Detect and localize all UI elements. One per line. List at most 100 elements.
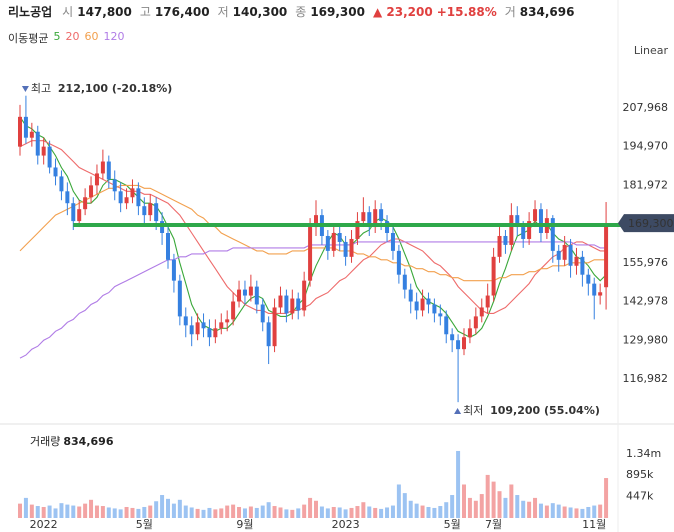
- price-tag-box: [618, 214, 674, 233]
- stat-label: 저: [217, 5, 229, 19]
- volume-bar: [462, 484, 466, 518]
- candle-body: [367, 212, 372, 228]
- volume-bar: [183, 505, 188, 518]
- candle-body: [290, 298, 295, 314]
- ma-legend-title: 이동평균: [8, 32, 49, 45]
- candle-body: [189, 325, 194, 335]
- candle-body: [248, 286, 253, 296]
- stock-name: 리노공업: [8, 5, 53, 19]
- candle-body: [604, 223, 609, 288]
- volume-bar: [568, 507, 573, 518]
- volume-bar: [515, 495, 520, 518]
- candle-body: [183, 316, 188, 326]
- volume-bar: [533, 497, 538, 518]
- candle-body: [77, 209, 82, 222]
- candle-body: [503, 235, 508, 245]
- volume-bar: [438, 506, 443, 518]
- candle-body: [485, 295, 490, 308]
- volume-bar: [94, 505, 99, 518]
- candle-body: [527, 221, 532, 239]
- volume-bar: [23, 497, 28, 518]
- volume-bar: [390, 505, 395, 518]
- volume-bar: [189, 507, 194, 518]
- volume-bar: [580, 508, 585, 518]
- candle-body: [361, 212, 366, 222]
- candle-body: [219, 322, 224, 329]
- x-tick-label: 7월: [485, 518, 502, 531]
- candle-body: [467, 328, 472, 338]
- scale-mode[interactable]: Linear: [633, 44, 668, 57]
- volume-bar: [574, 508, 579, 518]
- candle-body: [302, 280, 307, 311]
- volume-bar: [432, 507, 437, 518]
- candle-body: [586, 274, 591, 284]
- x-tick-label: 9월: [236, 518, 253, 531]
- volume-bar: [550, 503, 555, 518]
- volume-bar: [284, 509, 289, 518]
- y-tick-label: 207,968: [623, 101, 669, 114]
- candle-body: [373, 209, 378, 228]
- volume-bar: [379, 508, 384, 518]
- volume-bar: [538, 503, 543, 518]
- price-tag-label: 169,300: [628, 217, 674, 230]
- candle-body: [94, 173, 99, 186]
- volume-label: 거래량: [30, 435, 61, 448]
- volume-bar: [118, 509, 123, 518]
- candle-body: [284, 295, 289, 314]
- volume-bar: [130, 507, 135, 518]
- volume-bar: [604, 478, 609, 518]
- volume-bar: [100, 506, 105, 518]
- volume-bar: [201, 509, 206, 518]
- y-tick-label: 129,980: [623, 333, 669, 346]
- candle-body: [136, 188, 141, 207]
- ma-legend-item: 60: [84, 30, 99, 43]
- volume-bar: [35, 506, 40, 518]
- volume-bar: [207, 507, 212, 518]
- candle-body: [160, 221, 165, 234]
- candle-body: [47, 146, 52, 168]
- candle-body: [379, 209, 384, 222]
- volume-bar: [308, 497, 313, 518]
- candle-body: [402, 274, 407, 290]
- low-note-text: 109,200 (55.04%): [490, 404, 600, 417]
- volume-bar: [59, 503, 64, 518]
- candle-body: [41, 146, 46, 156]
- candle-body: [23, 116, 28, 138]
- volume-bar: [177, 499, 182, 518]
- volume-bar: [83, 503, 88, 518]
- candle-body: [35, 131, 40, 156]
- candle-body: [89, 185, 94, 198]
- volume-bar: [361, 502, 366, 518]
- y-tick-label: 116,982: [623, 372, 669, 385]
- volume-bar: [373, 507, 378, 518]
- candle-body: [349, 238, 354, 257]
- volume-bar: [385, 507, 390, 518]
- candle-body: [124, 197, 129, 204]
- volume-bar: [343, 509, 348, 518]
- ma-line: [19, 116, 607, 338]
- candle-body: [592, 283, 597, 296]
- candle-body: [29, 131, 34, 138]
- candle-body: [515, 215, 520, 228]
- candle-body: [497, 235, 502, 257]
- candle-body: [100, 161, 105, 174]
- volume-bar: [41, 506, 46, 518]
- candle-body: [142, 206, 147, 216]
- candle-body: [509, 215, 514, 245]
- volume-bar: [314, 500, 318, 518]
- volume-bar: [154, 501, 159, 518]
- candle-body: [213, 328, 218, 338]
- candle-body: [207, 328, 212, 338]
- candle-body: [462, 337, 466, 350]
- volume-bar: [467, 497, 472, 518]
- ma-line: [19, 241, 607, 359]
- marker: [21, 86, 29, 92]
- candle-body: [438, 313, 443, 317]
- candle-body: [343, 241, 348, 257]
- volume-bar: [414, 503, 419, 518]
- y-tick-label: 155,976: [623, 256, 669, 269]
- volume-bar: [18, 503, 22, 518]
- volume-bar: [331, 506, 336, 518]
- candle-body: [580, 256, 585, 275]
